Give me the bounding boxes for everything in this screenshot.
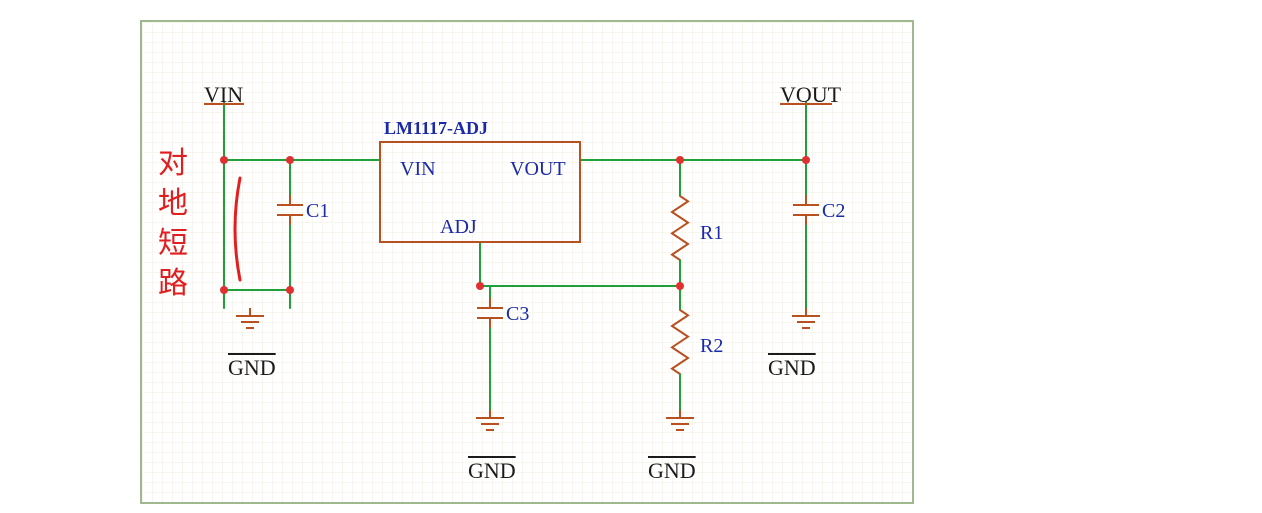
designator-r2: R2 bbox=[700, 335, 723, 358]
net-label-vout: VOUT bbox=[780, 82, 841, 108]
chip-pin-adj: ADJ bbox=[440, 216, 477, 239]
annotation-char-0: 对 bbox=[158, 138, 188, 182]
net-label-gnd-c1: GND bbox=[228, 355, 276, 381]
chip-pin-vin: VIN bbox=[400, 158, 436, 181]
chip-name-label: LM1117-ADJ bbox=[384, 118, 488, 139]
designator-c3: C3 bbox=[506, 303, 529, 326]
designator-c2: C2 bbox=[822, 200, 845, 223]
net-label-gnd-c2: GND bbox=[768, 355, 816, 381]
annotation-char-1: 地 bbox=[158, 178, 188, 222]
net-label-gnd-c3: GND bbox=[468, 458, 516, 484]
designator-c1: C1 bbox=[306, 200, 329, 223]
net-label-vin: VIN bbox=[204, 82, 243, 108]
schematic-svg bbox=[0, 0, 1262, 513]
chip-pin-vout: VOUT bbox=[510, 158, 566, 181]
schematic-root: VIN VOUT GND GND GND GND LM1117-ADJ VIN … bbox=[0, 0, 1262, 513]
designator-r1: R1 bbox=[700, 222, 723, 245]
annotation-char-3: 路 bbox=[158, 258, 188, 302]
net-label-gnd-r2: GND bbox=[648, 458, 696, 484]
annotation-char-2: 短 bbox=[158, 218, 188, 262]
